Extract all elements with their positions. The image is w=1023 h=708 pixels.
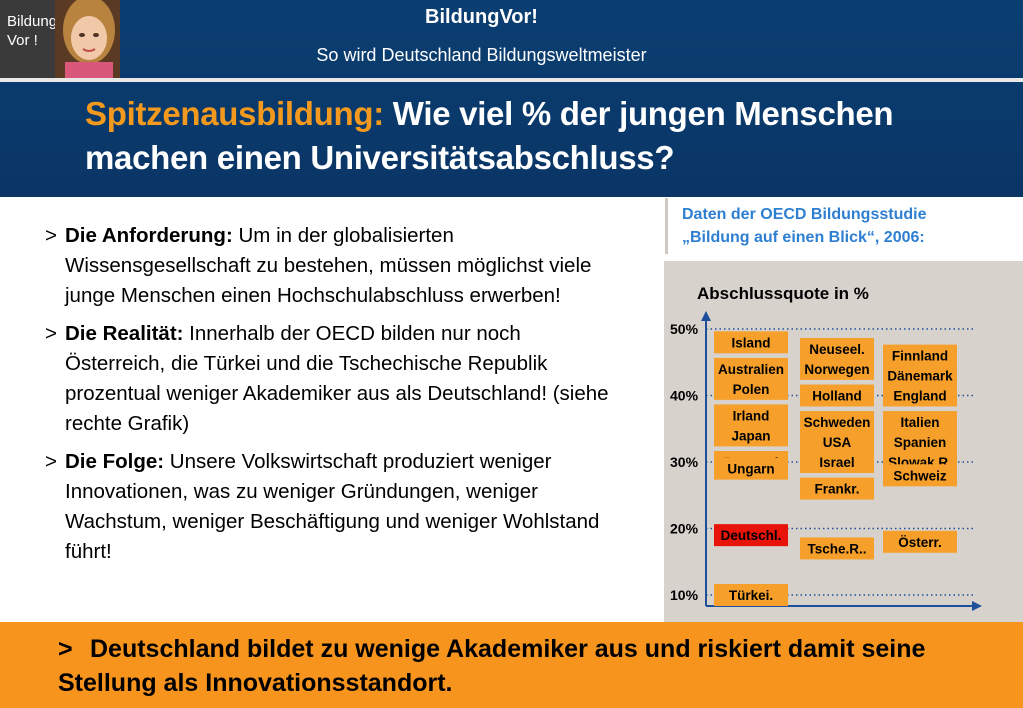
country-label: Schweiz: [893, 468, 947, 483]
page-title-line2: machen einen Universitätsabschluss?: [85, 139, 675, 176]
country-label: Irland: [733, 408, 770, 423]
bullet-marker: >: [45, 322, 57, 345]
page-title-accent: Spitzenausbildung:: [85, 95, 384, 132]
bullet-marker: >: [45, 450, 57, 473]
bullet-label: Die Realität:: [65, 322, 184, 345]
bullet-marker: >: [45, 224, 57, 247]
country-box: [800, 451, 874, 473]
country-box: [883, 530, 957, 553]
country-box: [883, 384, 957, 407]
country-box: [714, 524, 788, 547]
y-tick-label: 50%: [670, 321, 699, 337]
logo-text: Bildung Vor !: [7, 12, 67, 50]
bullet-label: Die Folge:: [65, 450, 165, 473]
country-label: Norwegen: [804, 362, 869, 377]
source-note-line1: Daten der OECD Bildungsstudie: [682, 206, 927, 223]
brand-subtitle: So wird Deutschland Bildungsweltmeister: [0, 45, 1023, 66]
country-label: Israel: [819, 455, 854, 470]
source-note-box: [665, 198, 1023, 254]
country-box: [800, 337, 874, 360]
y-axis-arrow: [701, 311, 711, 321]
country-box: [714, 584, 788, 606]
country-box: [800, 477, 874, 500]
country-box: [883, 411, 957, 434]
bullet-requirement: > Die Anforderung: Um in der globalisier…: [45, 221, 625, 311]
country-label: Tsche.R..: [807, 541, 866, 556]
country-box: [714, 357, 788, 380]
country-label: Türkei.: [729, 588, 773, 603]
country-box: [800, 411, 874, 434]
country-label: Finnland: [892, 349, 948, 364]
country-label: Deutschl.: [721, 528, 782, 543]
country-box: [800, 431, 874, 454]
country-label: Neuseel.: [809, 342, 865, 357]
header-banner: [0, 0, 1023, 197]
bullet-text: Innerhalb der OECD bilden nur noch Öster…: [65, 322, 609, 435]
country-box: [714, 331, 788, 354]
bullet-consequence: > Die Folge: Unsere Volkswirtschaft prod…: [45, 447, 625, 567]
logo-text-line1: Bildung: [7, 13, 58, 30]
country-box: [714, 424, 788, 447]
x-axis-arrow: [972, 601, 982, 611]
country-label: Australien: [718, 362, 784, 377]
country-label: Spanien: [894, 435, 947, 450]
country-box: [800, 384, 874, 407]
country-label: Italien: [900, 415, 939, 430]
y-tick-label: 10%: [670, 587, 699, 603]
bullet-reality: > Die Realität: Innerhalb der OECD bilde…: [45, 319, 625, 439]
bullet-list: > Die Anforderung: Um in der globalisier…: [45, 221, 625, 575]
country-box: [714, 377, 788, 400]
chart-title: Abschlussquote in %: [697, 284, 869, 303]
brand-title: BildungVor!: [0, 6, 1023, 29]
country-label: Japan: [731, 428, 770, 443]
graduation-rate-chart: Abschlussquote in % 50% 40% 30% 20% 10% Island…: [670, 284, 982, 611]
country-label: Frankr.: [814, 482, 859, 497]
country-box: [883, 464, 957, 487]
y-tick-label: 20%: [670, 521, 699, 537]
country-label: England: [893, 389, 946, 404]
country-box: [883, 344, 957, 367]
country-label: USA: [823, 435, 852, 450]
bullet-text: Unsere Volkswirtschaft produziert wenige…: [65, 450, 600, 563]
brand-subtitle-text: So wird Deutschland Bildungsweltmeister: [316, 45, 647, 65]
country-box: [714, 457, 788, 480]
source-note: Daten der OECD Bildungsstudie „Bildung a…: [682, 203, 1012, 249]
country-box: [883, 431, 957, 454]
y-tick-label: 40%: [670, 388, 699, 404]
child-portrait-icon: [55, 0, 120, 78]
source-note-line2: „Bildung auf einen Blick“, 2006:: [682, 229, 925, 246]
country-box: [800, 357, 874, 380]
country-box: [883, 364, 957, 387]
country-label: Ungarn: [727, 462, 774, 477]
page-title: Spitzenausbildung: Wie viel % der jungen…: [85, 92, 1005, 180]
country-box: [800, 537, 874, 560]
header-divider: [0, 78, 1023, 82]
country-label: Polen: [733, 382, 770, 397]
country-label: Schweden: [804, 415, 871, 430]
logo-text-line2: Vor !: [7, 32, 38, 49]
page-title-line1: Wie viel % der jungen Menschen: [383, 95, 894, 132]
country-label: Österr.: [898, 535, 942, 550]
bullet-text: Um in der globalisierten Wissensgesellsc…: [65, 224, 592, 307]
logo: Bildung Vor !: [0, 0, 120, 78]
footer-message: > Deutschland bildet zu wenige Akademiker…: [58, 632, 1008, 700]
brand-title-text: BildungVor!: [425, 6, 538, 28]
country-box: [714, 404, 788, 427]
country-label: Dänemark: [887, 369, 953, 384]
country-label: Island: [731, 335, 770, 350]
footer-text: Deutschland bildet zu wenige Akademiker …: [58, 635, 926, 697]
country-label: Holland: [812, 389, 862, 404]
y-tick-label: 30%: [670, 454, 699, 470]
bullet-label: Die Anforderung:: [65, 224, 233, 247]
footer-marker: >: [58, 635, 73, 663]
footer-banner: [0, 622, 1023, 708]
